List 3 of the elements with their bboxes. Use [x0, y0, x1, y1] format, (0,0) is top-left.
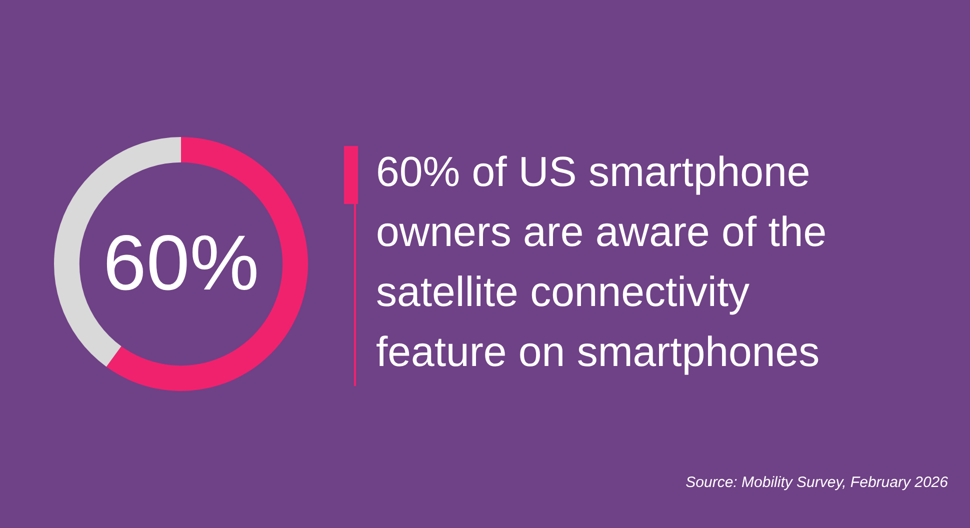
- source-note: Source: Mobility Survey, February 2026: [686, 474, 948, 491]
- data-label: 60%: [102, 218, 260, 307]
- text: 60% of US smartphone owners are aware of the satellite connectivity feature on smartphones: [376, 147, 828, 377]
